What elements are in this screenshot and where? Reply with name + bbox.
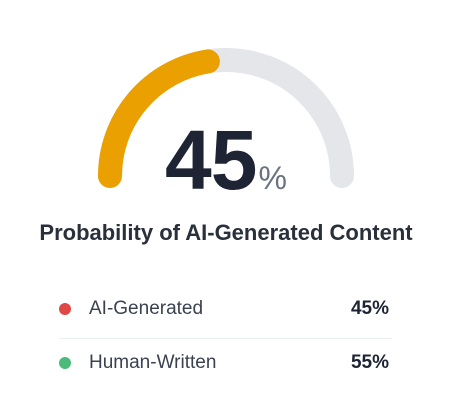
gauge-fill — [98, 49, 220, 188]
human-written-dot-icon — [59, 357, 71, 369]
legend-item-human-written: Human-Written 55% — [59, 338, 392, 387]
legend-label: Human-Written — [89, 352, 217, 373]
probability-gauge: 45% — [0, 0, 468, 202]
gauge-title: Probability of AI-Generated Content — [39, 220, 413, 245]
score-value: 45 — [165, 113, 257, 207]
ai-generated-dot-icon — [59, 303, 71, 315]
legend-value: 55% — [350, 352, 389, 373]
legend-item-ai-generated: AI-Generated 45% — [59, 286, 392, 332]
score-display: 45% — [0, 118, 452, 202]
gauge-arc — [98, 48, 354, 188]
legend: AI-Generated 45% Human-Written 55% — [59, 286, 392, 387]
legend-value: 45% — [350, 298, 389, 319]
score-unit: % — [258, 160, 287, 196]
legend-label: AI-Generated — [89, 298, 204, 319]
